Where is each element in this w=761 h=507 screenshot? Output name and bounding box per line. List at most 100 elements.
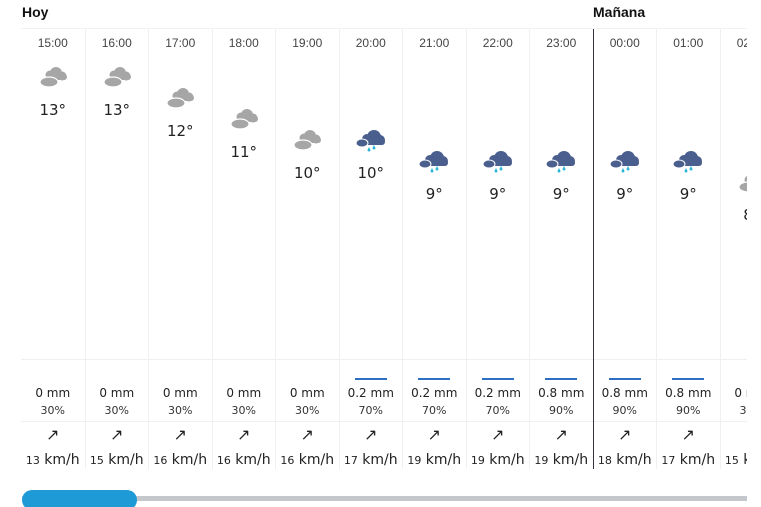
- wind-speed: 18 km/h: [594, 452, 657, 468]
- wind-direction-arrow-icon: ↗: [618, 425, 632, 444]
- temperature: 9°: [425, 185, 443, 203]
- wind-speed-value: 17: [661, 454, 676, 467]
- rain-intensity-bar: [481, 378, 514, 380]
- scrollbar-thumb[interactable]: [22, 490, 137, 507]
- wind-speed-value: 16: [153, 454, 168, 467]
- wind-speed: 16 km/h: [213, 452, 276, 468]
- rain-icon: [545, 149, 577, 175]
- wind-speed-unit: km/h: [425, 452, 462, 468]
- wind-direction-arrow-icon: ↗: [110, 425, 124, 444]
- wind-speed-value: 19: [407, 454, 422, 467]
- hour-column: 20:00 10° 0.2 mm 70% ↗ 17 km/h: [338, 29, 403, 469]
- precipitation-probability: 90%: [676, 404, 701, 417]
- precipitation-probability: 70%: [358, 404, 383, 417]
- cloudy-icon: [101, 65, 133, 91]
- rain-intensity-bar: [545, 378, 578, 380]
- hour-column: 02:00 8° 0 mm 30% ↗ 15 km/h: [719, 29, 747, 469]
- wind-speed: 17 km/h: [657, 452, 720, 468]
- wind-speed-value: 15: [89, 454, 104, 467]
- wind-speed: 16 km/h: [276, 452, 339, 468]
- precipitation-probability: 30%: [295, 404, 320, 417]
- hour-label: 18:00: [228, 36, 259, 50]
- wind-speed-value: 15: [724, 454, 739, 467]
- hour-column: 22:00 9° 0.2 mm 70% ↗ 19 km/h: [465, 29, 530, 469]
- precipitation-amount: 0 mm: [226, 386, 262, 400]
- temperature: 12°: [166, 122, 194, 140]
- wind-speed-unit: km/h: [616, 452, 652, 468]
- temperature: 13°: [39, 101, 67, 119]
- hour-label: 01:00: [673, 36, 704, 50]
- wind-direction-arrow-icon: ↗: [46, 425, 60, 444]
- rain-intensity-bar: [672, 378, 705, 380]
- wind-direction-arrow-icon: ↗: [237, 425, 251, 444]
- precipitation-amount: 0 mm: [162, 386, 198, 400]
- hour-label: 15:00: [37, 36, 68, 50]
- cloudy-icon: [291, 128, 323, 154]
- wind-direction-arrow-icon: ↗: [300, 425, 314, 444]
- wind-speed: 17 km/h: [340, 452, 403, 468]
- rain-icon: [355, 128, 387, 154]
- temperature: 9°: [616, 185, 634, 203]
- wind-direction-arrow-icon: ↗: [173, 425, 187, 444]
- precipitation-probability: 90%: [549, 404, 574, 417]
- hour-column: 01:00 9° 0.8 mm 90% ↗ 17 km/h: [656, 29, 720, 469]
- hour-label: 21:00: [419, 36, 450, 50]
- precipitation-amount: 0 mm: [734, 386, 747, 400]
- wind-speed-unit: km/h: [44, 452, 80, 468]
- precipitation-amount: 0.2 mm: [347, 386, 394, 400]
- hour-label: 20:00: [355, 36, 386, 50]
- wind-speed-unit: km/h: [552, 452, 589, 468]
- hour-column: 23:00 9° 0.8 mm 90% ↗ 19 km/h: [529, 29, 593, 469]
- wind-speed-unit: km/h: [108, 452, 144, 468]
- wind-speed: 19 km/h: [530, 452, 593, 468]
- hour-label: 23:00: [546, 36, 577, 50]
- wind-speed-value: 18: [597, 454, 612, 467]
- precipitation-probability: 30%: [40, 404, 65, 417]
- wind-speed-value: 19: [470, 454, 485, 467]
- temperature: 13°: [103, 101, 131, 119]
- wind-speed-value: 16: [216, 454, 231, 467]
- wind-direction-arrow-icon: ↗: [364, 425, 378, 444]
- hour-column: 18:00 11° 0 mm 30% ↗ 16 km/h: [211, 29, 276, 469]
- precipitation-probability: 70%: [485, 404, 510, 417]
- temperature: 10°: [293, 164, 321, 182]
- wind-speed: 15 km/h: [86, 452, 149, 468]
- wind-speed: 15 km/h: [721, 452, 747, 468]
- cloudy-icon: [37, 65, 69, 91]
- wind-speed-unit: km/h: [362, 452, 398, 468]
- temperature: 9°: [552, 185, 570, 203]
- rain-icon: [672, 149, 704, 175]
- hour-column: 16:00 13° 0 mm 30% ↗ 15 km/h: [84, 29, 149, 469]
- temperature: 9°: [489, 185, 507, 203]
- wind-direction-arrow-icon: ↗: [721, 425, 747, 444]
- divider: [21, 421, 747, 422]
- wind-speed-unit: km/h: [679, 452, 716, 468]
- hour-column: 17:00 12° 0 mm 30% ↗ 16 km/h: [148, 29, 212, 469]
- cloudy-icon: [164, 86, 196, 112]
- rain-icon: [482, 149, 514, 175]
- hour-label: 16:00: [101, 36, 132, 50]
- precipitation-amount: 0 mm: [289, 386, 325, 400]
- rain-intensity-bar: [608, 378, 641, 380]
- temperature: 10°: [357, 164, 385, 182]
- precipitation-probability: 30%: [168, 404, 193, 417]
- wind-speed-value: 16: [280, 454, 295, 467]
- wind-speed-unit: km/h: [298, 452, 335, 468]
- precipitation-probability: 90%: [612, 404, 637, 417]
- hour-label: 02:00: [736, 36, 747, 50]
- precipitation-amount: 0.8 mm: [538, 386, 585, 400]
- hour-column: 00:00 9° 0.8 mm 90% ↗ 18 km/h: [592, 29, 657, 469]
- scrollbar-track[interactable]: [22, 496, 747, 501]
- wind-speed: 16 km/h: [149, 452, 212, 468]
- hourly-scroll-area[interactable]: 15:00 13° 0 mm 30% ↗ 13 km/h 16:00 13° 0 mm 30% ↗ 1…: [21, 28, 747, 474]
- rain-icon: [418, 149, 450, 175]
- wind-speed-value: 17: [343, 454, 358, 467]
- wind-direction-arrow-icon: ↗: [427, 425, 441, 444]
- wind-speed-unit: km/h: [171, 452, 208, 468]
- wind-speed: 19 km/h: [403, 452, 466, 468]
- rain-intensity-bar: [354, 378, 387, 380]
- temperature: 8°: [721, 206, 747, 224]
- precipitation-amount: 0 mm: [35, 386, 71, 400]
- wind-speed: 19 km/h: [467, 452, 530, 468]
